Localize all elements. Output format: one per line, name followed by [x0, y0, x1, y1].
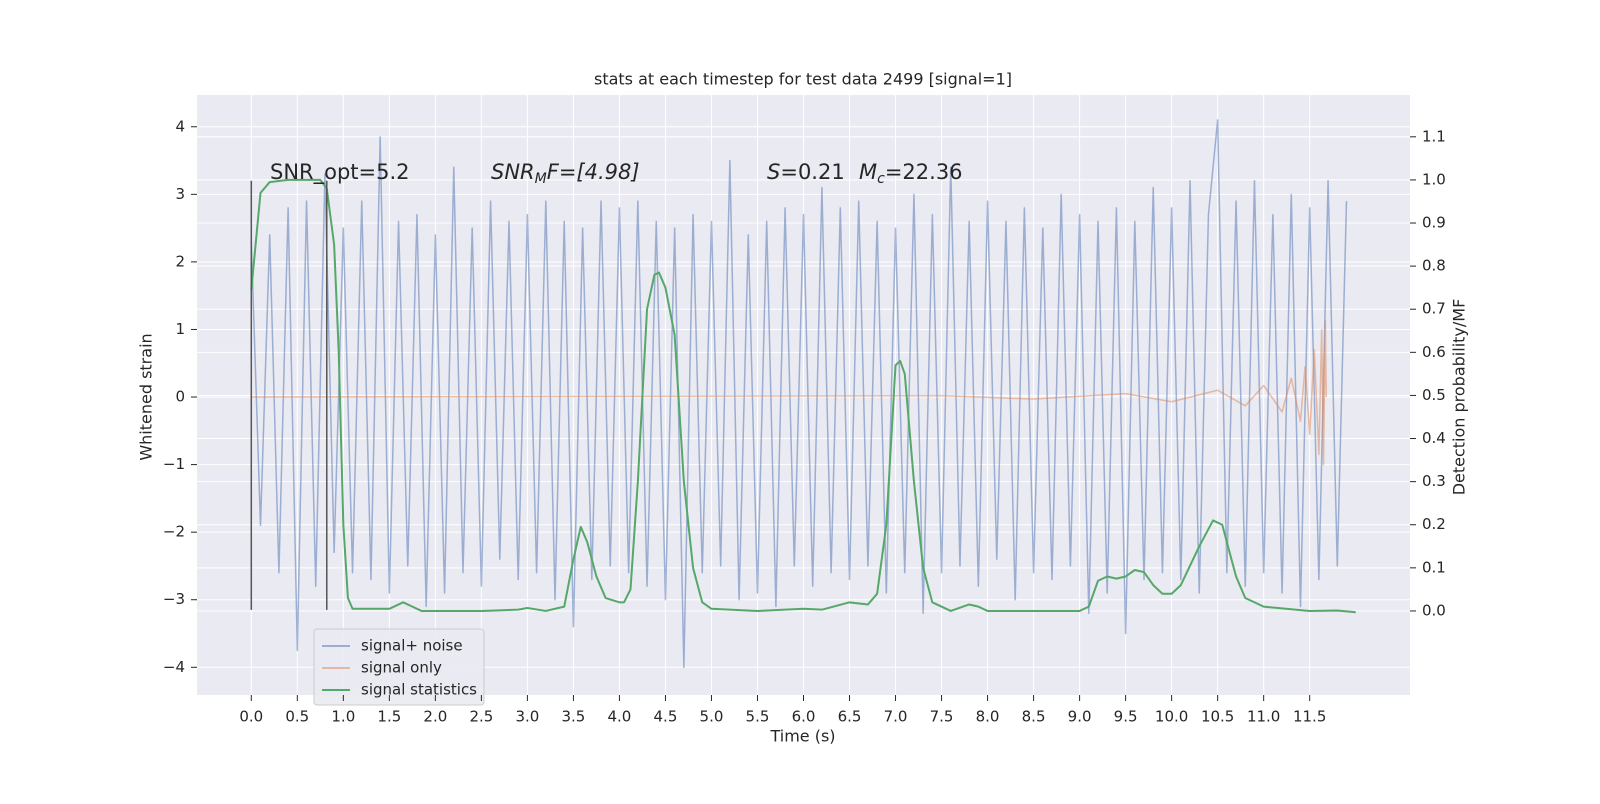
annotation: Mc=22.36	[859, 160, 963, 187]
x-tick-label: 5.0	[700, 708, 724, 726]
x-tick-label: 4.0	[608, 708, 632, 726]
y-tick-label: 2	[175, 252, 185, 270]
y2-tick-label: 0.9	[1422, 214, 1446, 232]
annotation-text: =22.36	[885, 160, 963, 184]
y2-axis-label: Detection probability/MF	[1450, 299, 1469, 496]
x-tick-label: 7.0	[884, 708, 908, 726]
legend-label: signal+ noise	[361, 637, 463, 655]
y-tick-label: −4	[163, 658, 185, 676]
x-tick-label: 8.5	[1022, 708, 1046, 726]
x-tick-label: 11.5	[1293, 708, 1326, 726]
y2-tick-label: 0.7	[1422, 300, 1446, 318]
y2-tick-label: 1.1	[1422, 127, 1446, 145]
x-tick-label: 10.0	[1155, 708, 1188, 726]
x-tick-label: 0.0	[239, 708, 263, 726]
y-tick-label: −3	[163, 590, 185, 608]
x-tick-label: 6.5	[838, 708, 862, 726]
x-tick-label: 11.0	[1247, 708, 1280, 726]
x-tick-label: 10.5	[1201, 708, 1234, 726]
x-tick-label: 1.0	[331, 708, 355, 726]
annotation-text: F=[4.98]	[547, 160, 640, 184]
annotation-subscript: M	[535, 171, 547, 187]
y2-tick-label: 0.0	[1422, 601, 1446, 619]
annotation-text: =0.21	[780, 160, 844, 184]
y-axis-label: Whitened strain	[137, 333, 156, 460]
legend-label: signal only	[361, 659, 442, 677]
y2-tick-label: 0.3	[1422, 472, 1446, 490]
annotation-text: S	[767, 160, 780, 184]
x-tick-label: 1.5	[377, 708, 401, 726]
x-tick-label: 3.0	[515, 708, 539, 726]
x-tick-label: 9.0	[1068, 708, 1092, 726]
y2-tick-label: 0.6	[1422, 343, 1446, 361]
x-tick-label: 5.5	[746, 708, 770, 726]
x-axis-label: Time (s)	[769, 727, 835, 746]
y2-tick-label: 0.8	[1422, 257, 1446, 275]
x-tick-label: 2.5	[469, 708, 493, 726]
x-tick-label: 9.5	[1114, 708, 1138, 726]
y2-tick-label: 0.4	[1422, 429, 1446, 447]
x-tick-label: 6.0	[792, 708, 816, 726]
legend-box	[313, 628, 485, 706]
legend: signal+ noise signal only signal statistic…	[313, 628, 485, 706]
y2-tick-label: 0.1	[1422, 558, 1446, 576]
annotation: SNR_opt=5.2	[270, 160, 410, 185]
annotation: SNRMF=[4.98]	[491, 160, 640, 187]
y-tick-label: −1	[163, 455, 185, 473]
x-tick-label: 0.5	[285, 708, 309, 726]
chart-title: stats at each timestep for test data 249…	[594, 70, 1012, 89]
series-line	[250, 178, 1356, 614]
x-tick-label: 8.0	[976, 708, 1000, 726]
series-line	[251, 319, 1327, 466]
legend-label: signal statistics	[361, 681, 477, 699]
annotation-text: SNR_opt=5.2	[270, 160, 410, 185]
x-tick-label: 7.5	[930, 708, 954, 726]
series-line	[250, 119, 1348, 669]
x-tick-label: 3.5	[561, 708, 585, 726]
plot	[250, 119, 1356, 669]
annotation-subscript: c	[877, 171, 885, 187]
y-tick-label: 3	[175, 185, 185, 203]
y2-tick-label: 0.2	[1422, 515, 1446, 533]
y-tick-label: 4	[175, 117, 185, 135]
y-tick-label: −2	[163, 523, 185, 541]
y-tick-label: 1	[175, 320, 185, 338]
x-tick-label: 2.0	[423, 708, 447, 726]
annotation: S=0.21	[767, 160, 845, 184]
x-tick-label: 4.5	[654, 708, 678, 726]
annotation-text: SNR	[491, 160, 535, 184]
y2-tick-label: 1.0	[1422, 170, 1446, 188]
annotation-text: M	[859, 160, 877, 184]
y-tick-label: 0	[175, 388, 185, 406]
y2-tick-label: 0.5	[1422, 386, 1446, 404]
